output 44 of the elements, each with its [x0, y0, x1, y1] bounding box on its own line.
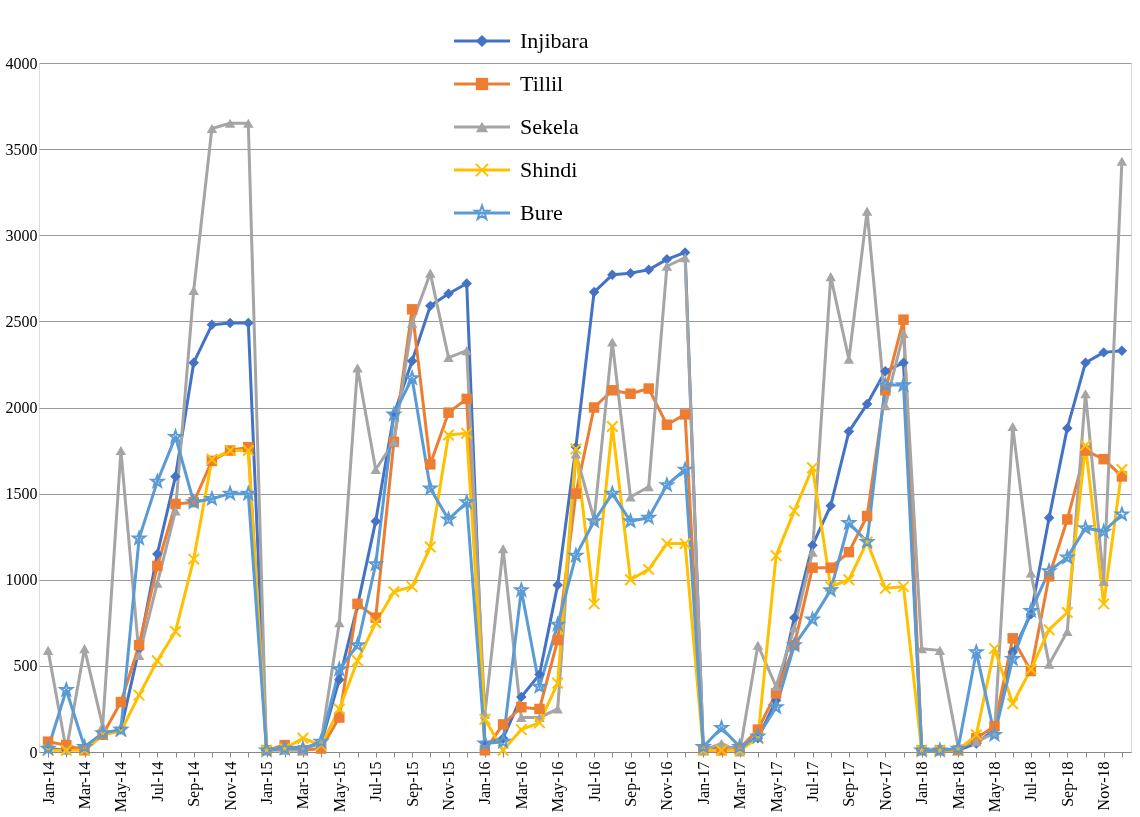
x-tick-label: Sep-16 [622, 761, 640, 807]
x-tick-label: Nov-16 [658, 761, 676, 811]
x-tick-label: May-16 [549, 761, 568, 813]
y-tick-label: 2000 [5, 399, 38, 416]
x-tick-label: Nov-14 [221, 761, 239, 811]
legend-label: Sekela [520, 114, 579, 139]
x-tick-label: Sep-18 [1058, 761, 1077, 807]
x-tick-label: Jan-14 [39, 761, 57, 805]
x-tick-label: Nov-17 [876, 761, 894, 811]
y-tick-label: 3500 [5, 140, 38, 158]
x-tick-label: May-17 [767, 761, 786, 813]
x-tick-label: Mar-18 [949, 761, 967, 810]
x-tick-label: Mar-17 [731, 761, 749, 810]
x-tick-label: Sep-17 [840, 761, 859, 807]
x-tick-label: Jul-18 [1022, 761, 1040, 802]
x-tick-label: May-18 [986, 761, 1004, 813]
x-tick-label: Jul-16 [585, 761, 603, 802]
x-tick-label: May-14 [112, 761, 131, 813]
x-tick-label: Jan-17 [694, 761, 712, 805]
x-tick-label: Nov-15 [440, 761, 457, 811]
x-tick-label: Jan-15 [258, 761, 275, 805]
x-tick-label: Mar-16 [512, 761, 530, 810]
x-tick-label: Jul-14 [148, 761, 166, 802]
x-tick-label: Jul-15 [367, 761, 385, 802]
x-tick-label: Sep-14 [185, 761, 204, 807]
legend-label: Tillil [520, 71, 564, 96]
legend-label: Injibara [520, 28, 589, 53]
x-tick-label: May-15 [330, 761, 349, 813]
x-tick-label: Mar-15 [294, 761, 312, 810]
y-tick-label: 2500 [5, 312, 38, 330]
y-tick-label: 3000 [5, 226, 38, 244]
x-tick-label: Nov-18 [1095, 761, 1113, 811]
x-tick-label: Jul-17 [804, 761, 821, 802]
x-tick-label: Mar-14 [76, 761, 93, 810]
x-tick-label: Jan-18 [913, 761, 931, 805]
y-tick-label: 4000 [5, 54, 38, 72]
legend-label: Shindi [520, 157, 578, 182]
legend-label: Bure [520, 200, 563, 225]
y-tick-label: 500 [13, 657, 38, 675]
y-tick-label: 0 [29, 743, 38, 761]
x-tick-label: Jan-16 [476, 761, 494, 805]
y-tick-label: 1000 [5, 571, 38, 589]
x-tick-label: Sep-15 [403, 761, 422, 807]
y-tick-label: 1500 [5, 485, 38, 503]
